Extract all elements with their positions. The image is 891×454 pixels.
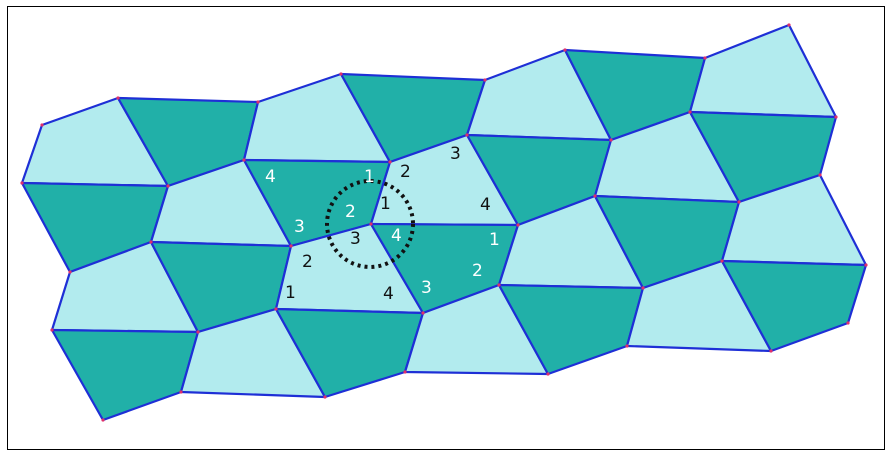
tiles-group bbox=[20, 23, 868, 422]
light-tile-6 bbox=[688, 23, 838, 119]
vertex-dot bbox=[289, 244, 293, 248]
vertex-dot bbox=[196, 330, 200, 334]
label-l8: 3 bbox=[294, 217, 305, 237]
vertex-dot bbox=[339, 72, 343, 76]
label-l1: 4 bbox=[265, 167, 276, 187]
label-l15: 4 bbox=[383, 284, 394, 304]
vertex-dot bbox=[720, 259, 724, 263]
vertex-dot bbox=[101, 418, 105, 422]
label-l14: 1 bbox=[285, 283, 296, 303]
vertex-dot bbox=[116, 96, 120, 100]
vertex-dot bbox=[20, 181, 24, 185]
label-l3: 2 bbox=[400, 162, 411, 182]
dark-tile-21 bbox=[50, 328, 200, 422]
vertex-dot bbox=[369, 222, 373, 226]
vertex-dot bbox=[40, 123, 44, 127]
vertex-dot bbox=[483, 78, 487, 82]
vertex-dot bbox=[818, 173, 822, 177]
vertex-dot bbox=[149, 240, 153, 244]
label-l7: 4 bbox=[480, 195, 491, 215]
vertex-dot bbox=[609, 138, 613, 142]
vertex-dot bbox=[864, 263, 868, 267]
vertex-dot bbox=[516, 223, 520, 227]
label-l11: 1 bbox=[489, 230, 500, 250]
label-l13: 2 bbox=[472, 261, 483, 281]
vertex-dot bbox=[421, 311, 425, 315]
vertex-dot bbox=[166, 184, 170, 188]
vertex-dot bbox=[787, 23, 791, 27]
vertex-dot bbox=[769, 349, 773, 353]
vertex-dot bbox=[641, 286, 645, 290]
label-l10: 4 bbox=[391, 226, 402, 246]
vertex-dot bbox=[625, 344, 629, 348]
vertex-dot bbox=[274, 307, 278, 311]
label-l9: 3 bbox=[350, 229, 361, 249]
vertex-dot bbox=[50, 328, 54, 332]
vertex-dot bbox=[403, 370, 407, 374]
vertex-dot bbox=[688, 110, 692, 114]
vertex-dot bbox=[737, 200, 741, 204]
label-l6: 1 bbox=[380, 194, 391, 214]
vertex-dot bbox=[834, 115, 838, 119]
vertex-dot bbox=[388, 160, 392, 164]
label-l12: 2 bbox=[302, 252, 313, 272]
vertex-dot bbox=[846, 321, 850, 325]
vertex-dot bbox=[703, 56, 707, 60]
vertex-dot bbox=[497, 283, 501, 287]
vertex-dot bbox=[242, 158, 246, 162]
label-l4: 3 bbox=[450, 144, 461, 164]
label-l5: 2 bbox=[345, 202, 356, 222]
label-l2: 1 bbox=[364, 167, 375, 187]
label-l16: 3 bbox=[421, 278, 432, 298]
vertex-dot bbox=[179, 390, 183, 394]
vertex-dot bbox=[465, 133, 469, 137]
highlight-circle bbox=[325, 179, 415, 269]
vertex-dot bbox=[593, 194, 597, 198]
vertex-dot bbox=[546, 372, 550, 376]
vertex-dot bbox=[563, 48, 567, 52]
vertex-dot bbox=[256, 100, 260, 104]
vertex-dot bbox=[68, 270, 72, 274]
vertex-dot bbox=[323, 395, 327, 399]
labels-group: 4 1 2 3 2 1 4 3 3 4 1 2 2 1 4 3 bbox=[265, 144, 500, 304]
